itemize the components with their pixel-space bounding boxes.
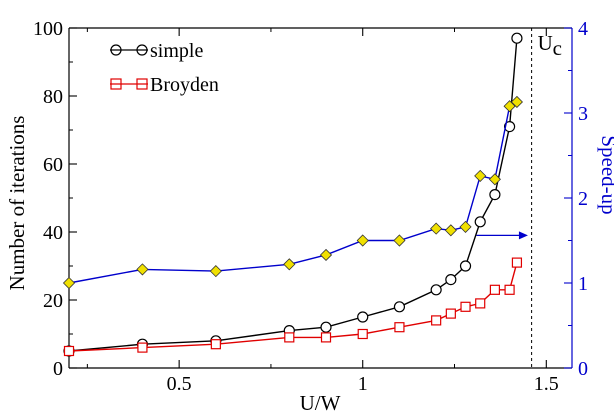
legend-marker-simple-right [136,44,148,56]
data-point-simple [511,32,523,44]
data-point-broyden [475,298,486,309]
x-axis-label: U/W [300,391,341,413]
x-tick-label: 0.5 [167,373,192,395]
data-point-broyden [460,301,471,312]
data-point-speed-up [319,248,333,262]
series-layer [62,32,523,357]
data-point-speed-up [136,263,149,276]
data-point-broyden [511,257,523,268]
data-point-speed-up [510,95,523,109]
y-right-tick-label: 1 [578,273,588,295]
data-point-simple [445,274,457,286]
x-tick-label: 1.5 [534,373,559,395]
y-axis-left-label: Number of iterations [5,116,29,291]
y-left-tick-label: 100 [33,18,63,40]
series-line-speed-up [68,101,518,284]
y-left-tick-label: 60 [43,154,63,176]
data-point-broyden [137,342,148,353]
x-tick-label: 1 [358,373,368,395]
data-point-speed-up [283,258,296,271]
series-line-simple [68,38,518,352]
legend-label-broyden: Broyden [150,74,219,96]
plot-frame: 0.5 1 1.5 0 20 40 60 80 100 0 1 2 3 4 [33,18,588,395]
legend-marker-simple-left [110,44,122,56]
data-point-speed-up [393,234,406,247]
legend-marker-broyden-right [136,78,148,90]
data-point-broyden [431,315,442,326]
data-point-simple [320,321,332,333]
legend-item-simple: simple [110,40,203,62]
data-point-broyden [394,322,405,333]
data-point-simple [503,120,516,133]
y-right-tick-label: 3 [578,103,588,125]
y-right-tick-label: 4 [578,18,588,40]
y-left-tick-label: 20 [43,290,63,312]
data-point-simple [393,301,406,313]
data-point-broyden [504,284,515,295]
data-point-speed-up [62,276,76,290]
y-left-tick-label: 80 [43,86,63,108]
data-point-broyden [63,345,75,357]
data-point-simple [474,216,486,228]
data-point-simple [459,260,472,272]
data-point-broyden [210,339,221,350]
data-point-speed-up [444,224,457,237]
y-left-tick-label: 0 [53,358,63,380]
y-axis-right-label: Speed-up [597,135,614,214]
y-right-tick-label: 0 [578,358,588,380]
data-point-broyden [357,328,368,340]
data-point-speed-up [430,222,443,235]
data-point-simple [489,189,501,201]
data-point-speed-up [209,265,222,278]
data-point-speed-up [488,173,501,186]
data-point-broyden [284,332,295,343]
data-point-broyden [445,308,456,319]
y-right-tick-label: 2 [578,188,588,210]
data-point-simple [430,284,442,296]
right-axis-arrow-head [518,231,528,240]
legend-item-broyden: Broyden [110,74,219,96]
data-point-broyden [489,284,500,295]
data-point-simple [357,311,369,323]
y-left-tick-label: 40 [43,222,63,244]
data-point-speed-up [459,220,472,233]
data-point-speed-up [356,234,369,247]
critical-label: U [538,31,553,55]
data-point-speed-up [503,100,516,113]
critical-label-sub: c [553,36,562,60]
legend: simple Broyden [110,40,219,96]
legend-marker-broyden-left [110,78,122,90]
legend-label-simple: simple [150,40,203,62]
data-point-broyden [320,332,332,343]
data-point-speed-up [474,169,487,182]
